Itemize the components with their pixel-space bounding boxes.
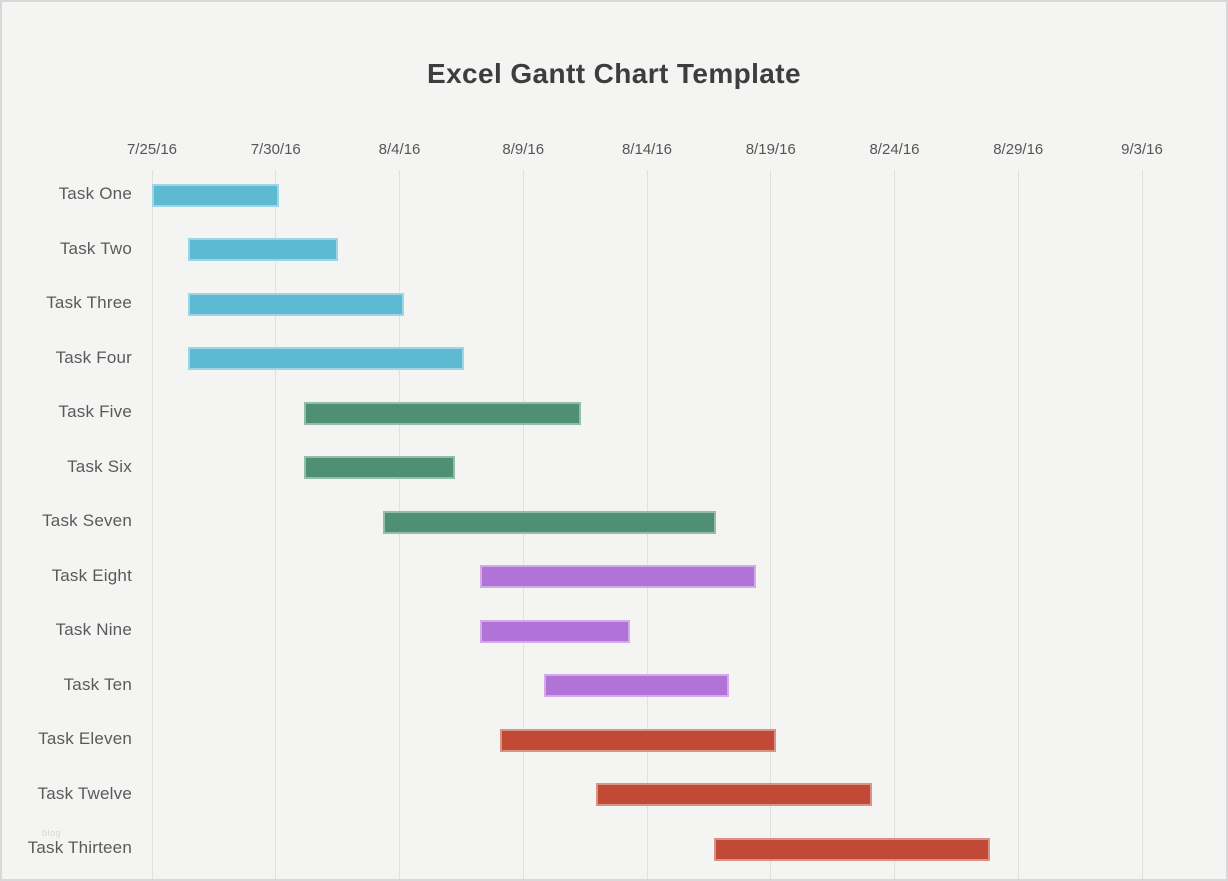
axis-tick-label: 8/14/16 [621, 141, 673, 158]
gantt-bar-task-ten [544, 674, 729, 697]
axis-tick-label: 7/25/16 [126, 141, 178, 158]
task-row-label-task-thirteen: Task Thirteen [27, 838, 132, 857]
task-row-label-task-ten: Task Ten [63, 674, 132, 694]
axis-tick-label: 8/9/16 [502, 141, 545, 158]
gridline [275, 170, 277, 879]
task-row-label-task-seven: Task Seven [42, 511, 132, 530]
gantt-bar-task-twelve [596, 783, 873, 806]
gantt-bar-task-one [152, 183, 280, 207]
gantt-bar-task-four [187, 347, 464, 370]
task-row-label-task-one: Task One [58, 184, 132, 203]
gantt-bar-task-three [187, 292, 405, 316]
axis-tick-label: 8/4/16 [378, 141, 421, 158]
gantt-bar-task-eleven [499, 728, 776, 752]
axis-tick-label: 8/24/16 [869, 141, 920, 158]
gridline [1141, 170, 1143, 879]
gridline [1017, 170, 1019, 879]
task-row-label-task-nine: Task Nine [55, 620, 132, 639]
task-row-label-task-six: Task Six [67, 456, 132, 476]
task-row-label-task-eight: Task Eight [51, 565, 132, 585]
gantt-bar-task-nine [479, 619, 630, 643]
watermark-text: blog [42, 828, 62, 838]
gantt-bar-task-seven [383, 510, 717, 534]
gantt-bar-task-thirteen [713, 837, 990, 861]
gantt-bar-task-five [304, 401, 582, 425]
task-row-label-task-eleven: Task Eleven [38, 729, 132, 748]
gridline [770, 170, 772, 879]
axis-tick-label: 8/19/16 [745, 141, 796, 158]
task-row-label-task-two: Task Two [59, 238, 132, 258]
task-row-label-task-five: Task Five [58, 402, 132, 421]
gridline [894, 170, 895, 879]
gridline [151, 170, 153, 879]
gantt-bar-task-six [304, 456, 456, 479]
axis-tick-label: 9/3/16 [1121, 141, 1163, 158]
axis-tick-label: 7/30/16 [250, 141, 301, 158]
axis-tick-label: 8/29/16 [993, 141, 1044, 158]
gantt-bar-task-eight [479, 565, 756, 588]
chart-title: Excel Gantt Chart Template [427, 58, 801, 89]
task-row-label-task-twelve: Task Twelve [37, 783, 132, 803]
task-row-label-task-three: Task Three [46, 293, 132, 312]
gantt-bar-task-two [187, 238, 338, 261]
task-row-label-task-four: Task Four [55, 347, 132, 367]
